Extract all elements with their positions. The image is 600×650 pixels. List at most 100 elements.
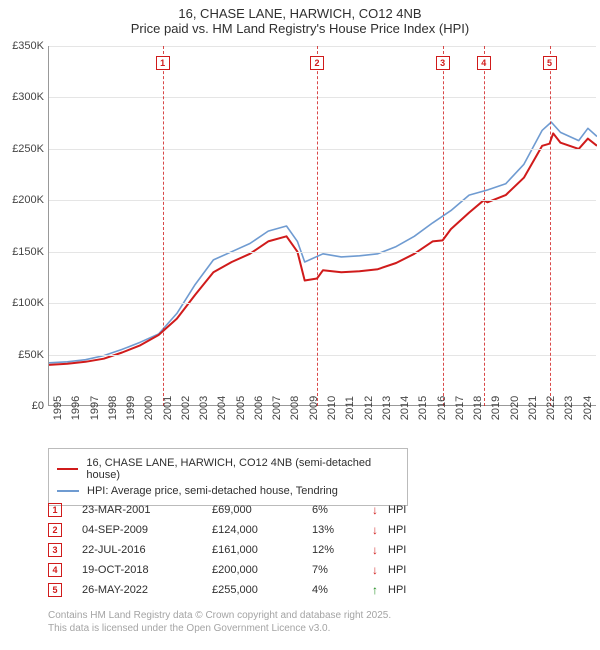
x-tick-label: 2023 bbox=[563, 396, 575, 420]
legend-row: HPI: Average price, semi-detached house,… bbox=[57, 483, 399, 499]
x-tick-label: 2006 bbox=[253, 396, 265, 420]
legend-row: 16, CHASE LANE, HARWICH, CO12 4NB (semi-… bbox=[57, 455, 399, 483]
footer-line2: This data is licensed under the Open Gov… bbox=[48, 623, 391, 636]
legend-swatch bbox=[57, 468, 78, 470]
arrow-icon: ↓ bbox=[372, 523, 388, 537]
event-flag: 1 bbox=[48, 503, 62, 517]
arrow-icon: ↓ bbox=[372, 563, 388, 577]
x-tick-label: 2012 bbox=[363, 396, 375, 420]
x-tick-label: 2001 bbox=[162, 396, 174, 420]
title-block: 16, CHASE LANE, HARWICH, CO12 4NB Price … bbox=[0, 0, 600, 36]
y-tick-label: £0 bbox=[2, 400, 44, 412]
x-tick-label: 1995 bbox=[52, 396, 64, 420]
x-tick-label: 2016 bbox=[436, 396, 448, 420]
event-date: 22-JUL-2016 bbox=[82, 544, 212, 556]
marker-flag: 3 bbox=[436, 56, 450, 70]
legend-label: HPI: Average price, semi-detached house,… bbox=[87, 485, 338, 497]
x-tick-label: 2015 bbox=[417, 396, 429, 420]
x-tick-label: 2008 bbox=[289, 396, 301, 420]
event-row: 4 19-OCT-2018£200,0007%↓HPI bbox=[48, 560, 418, 580]
x-tick-label: 2011 bbox=[344, 396, 356, 420]
x-tick-label: 2022 bbox=[545, 396, 557, 420]
event-row: 5 26-MAY-2022£255,0004%↑HPI bbox=[48, 580, 418, 600]
gridline bbox=[49, 46, 596, 47]
y-tick-label: £50K bbox=[2, 349, 44, 361]
plot-area: 1 2 3 4 5 bbox=[48, 46, 596, 406]
event-date: 23-MAR-2001 bbox=[82, 504, 212, 516]
legend: 16, CHASE LANE, HARWICH, CO12 4NB (semi-… bbox=[48, 448, 408, 506]
x-tick-label: 2000 bbox=[143, 396, 155, 420]
y-tick-label: £350K bbox=[2, 40, 44, 52]
x-tick-label: 2019 bbox=[490, 396, 502, 420]
arrow-icon: ↑ bbox=[372, 583, 388, 597]
gridline bbox=[49, 149, 596, 150]
x-tick-label: 2014 bbox=[399, 396, 411, 420]
event-tag: HPI bbox=[388, 584, 418, 596]
x-tick-label: 1998 bbox=[107, 396, 119, 420]
event-date: 19-OCT-2018 bbox=[82, 564, 212, 576]
title-subtitle: Price paid vs. HM Land Registry's House … bbox=[0, 21, 600, 36]
event-tag: HPI bbox=[388, 524, 418, 536]
x-tick-label: 2020 bbox=[509, 396, 521, 420]
page: 16, CHASE LANE, HARWICH, CO12 4NB Price … bbox=[0, 0, 600, 650]
marker-flag: 1 bbox=[156, 56, 170, 70]
marker-line bbox=[484, 46, 485, 406]
event-flag: 2 bbox=[48, 523, 62, 537]
x-tick-label: 2021 bbox=[527, 396, 539, 420]
x-tick-label: 2003 bbox=[198, 396, 210, 420]
chart: 12345 £0£50K£100K£150K£200K£250K£300K£35… bbox=[0, 46, 600, 446]
event-price: £161,000 bbox=[212, 544, 312, 556]
x-tick-label: 2002 bbox=[180, 396, 192, 420]
x-tick-label: 2017 bbox=[454, 396, 466, 420]
title-address: 16, CHASE LANE, HARWICH, CO12 4NB bbox=[0, 6, 600, 21]
event-tag: HPI bbox=[388, 564, 418, 576]
gridline bbox=[49, 200, 596, 201]
y-tick-label: £200K bbox=[2, 194, 44, 206]
event-tag: HPI bbox=[388, 504, 418, 516]
series-hpi bbox=[49, 122, 597, 363]
x-tick-label: 2010 bbox=[326, 396, 338, 420]
event-price: £69,000 bbox=[212, 504, 312, 516]
x-tick-label: 2004 bbox=[216, 396, 228, 420]
marker-flag: 2 bbox=[310, 56, 324, 70]
x-tick-label: 1999 bbox=[125, 396, 137, 420]
chart-svg bbox=[49, 46, 597, 406]
x-tick-label: 1996 bbox=[70, 396, 82, 420]
event-date: 04-SEP-2009 bbox=[82, 524, 212, 536]
event-price: £200,000 bbox=[212, 564, 312, 576]
marker-line bbox=[163, 46, 164, 406]
series-property bbox=[49, 133, 597, 365]
x-tick-label: 2005 bbox=[235, 396, 247, 420]
event-pct: 7% bbox=[312, 564, 372, 576]
gridline bbox=[49, 303, 596, 304]
x-tick-label: 1997 bbox=[89, 396, 101, 420]
x-tick-label: 2024 bbox=[582, 396, 594, 420]
event-date: 26-MAY-2022 bbox=[82, 584, 212, 596]
marker-flag: 5 bbox=[543, 56, 557, 70]
event-pct: 6% bbox=[312, 504, 372, 516]
event-pct: 4% bbox=[312, 584, 372, 596]
marker-flag: 4 bbox=[477, 56, 491, 70]
y-tick-label: £150K bbox=[2, 246, 44, 258]
marker-line bbox=[317, 46, 318, 406]
x-tick-label: 2013 bbox=[381, 396, 393, 420]
event-price: £124,000 bbox=[212, 524, 312, 536]
event-price: £255,000 bbox=[212, 584, 312, 596]
events-table: 123-MAR-2001£69,0006%↓HPI204-SEP-2009£12… bbox=[48, 500, 418, 600]
gridline bbox=[49, 97, 596, 98]
x-tick-label: 2018 bbox=[472, 396, 484, 420]
event-pct: 12% bbox=[312, 544, 372, 556]
arrow-icon: ↓ bbox=[372, 503, 388, 517]
footer-line1: Contains HM Land Registry data © Crown c… bbox=[48, 610, 391, 623]
marker-line bbox=[443, 46, 444, 406]
event-flag: 5 bbox=[48, 583, 62, 597]
x-tick-label: 2007 bbox=[271, 396, 283, 420]
event-flag: 4 bbox=[48, 563, 62, 577]
arrow-icon: ↓ bbox=[372, 543, 388, 557]
event-row: 322-JUL-2016£161,00012%↓HPI bbox=[48, 540, 418, 560]
marker-line bbox=[550, 46, 551, 406]
x-tick-label: 2009 bbox=[308, 396, 320, 420]
legend-label: 16, CHASE LANE, HARWICH, CO12 4NB (semi-… bbox=[86, 457, 399, 481]
gridline bbox=[49, 355, 596, 356]
y-tick-label: £100K bbox=[2, 297, 44, 309]
